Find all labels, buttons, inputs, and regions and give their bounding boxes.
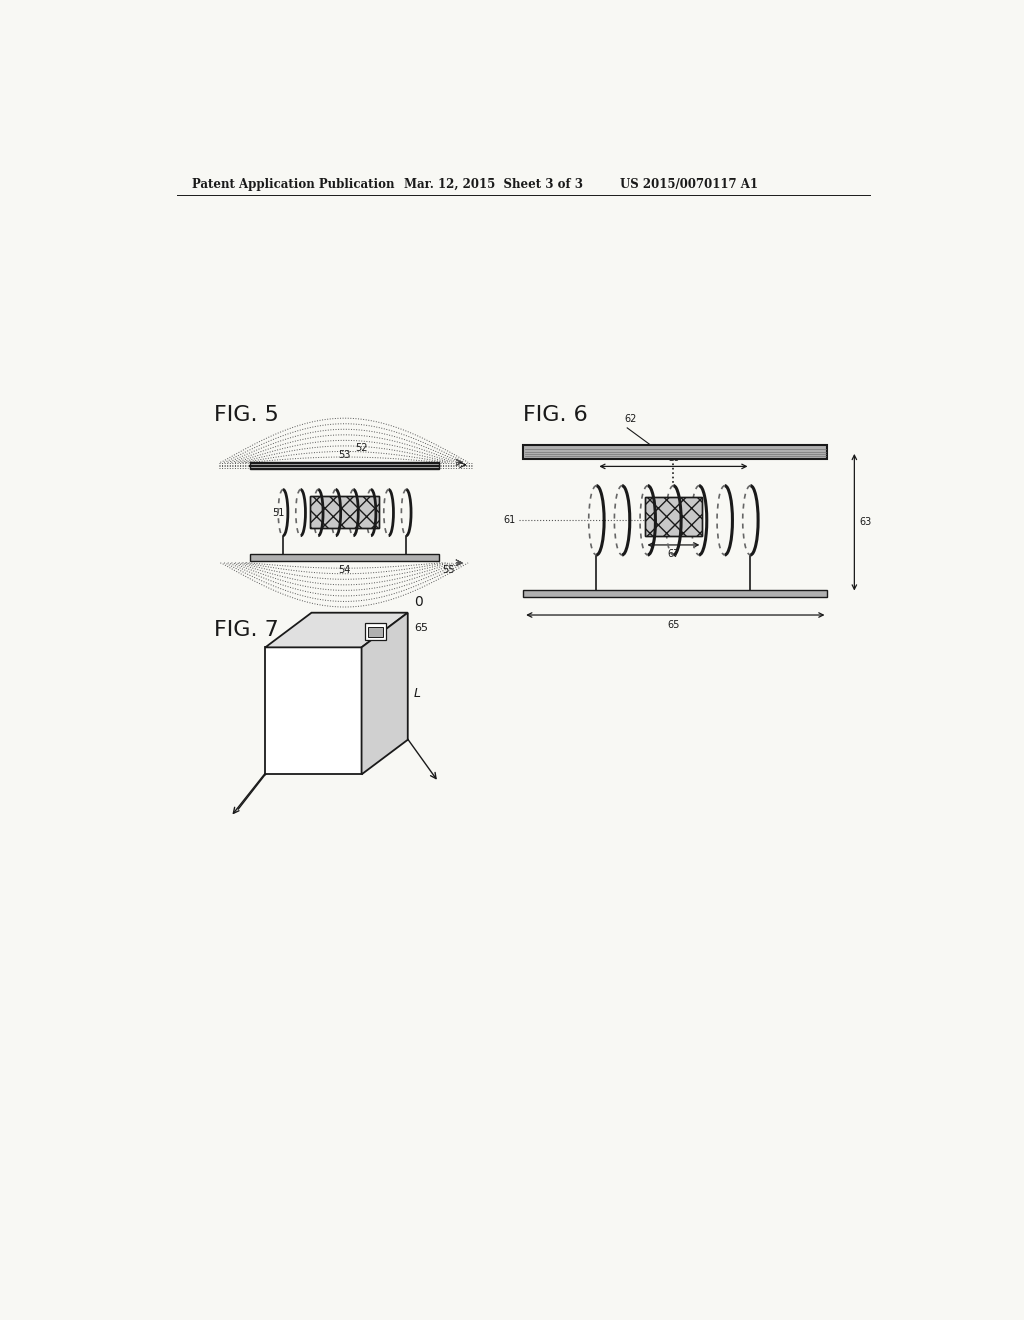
Bar xyxy=(310,495,379,528)
Bar xyxy=(523,590,827,598)
Bar xyxy=(250,554,438,561)
Text: 63: 63 xyxy=(859,517,871,527)
Text: 54: 54 xyxy=(339,565,351,576)
Bar xyxy=(368,627,383,638)
Bar xyxy=(250,462,438,469)
Bar xyxy=(310,495,379,528)
Text: 52: 52 xyxy=(355,442,368,453)
Text: FIG. 5: FIG. 5 xyxy=(214,405,279,425)
Text: A: A xyxy=(281,715,291,731)
Text: 0: 0 xyxy=(414,595,423,609)
Text: 62: 62 xyxy=(625,414,637,424)
Polygon shape xyxy=(265,612,408,647)
Text: FIG. 7: FIG. 7 xyxy=(214,620,279,640)
Bar xyxy=(365,623,386,640)
Text: A': A' xyxy=(345,746,355,755)
Polygon shape xyxy=(265,647,361,775)
Polygon shape xyxy=(361,612,408,775)
Text: 53: 53 xyxy=(339,450,351,461)
Text: 55: 55 xyxy=(442,565,455,576)
Text: Patent Application Publication: Patent Application Publication xyxy=(193,178,394,190)
Bar xyxy=(644,498,702,536)
Text: Mar. 12, 2015  Sheet 3 of 3: Mar. 12, 2015 Sheet 3 of 3 xyxy=(403,178,583,190)
Text: L: L xyxy=(414,686,421,700)
Text: FIG. 6: FIG. 6 xyxy=(523,405,588,425)
Text: 66: 66 xyxy=(668,453,680,463)
Bar xyxy=(644,498,702,536)
Text: US 2015/0070117 A1: US 2015/0070117 A1 xyxy=(620,178,758,190)
Text: B: B xyxy=(332,622,341,635)
Text: 65: 65 xyxy=(668,619,680,630)
Text: 51: 51 xyxy=(272,508,285,517)
Text: 67: 67 xyxy=(668,549,680,558)
Text: 61: 61 xyxy=(504,515,515,525)
Text: 65: 65 xyxy=(414,623,428,634)
Bar xyxy=(523,445,827,459)
